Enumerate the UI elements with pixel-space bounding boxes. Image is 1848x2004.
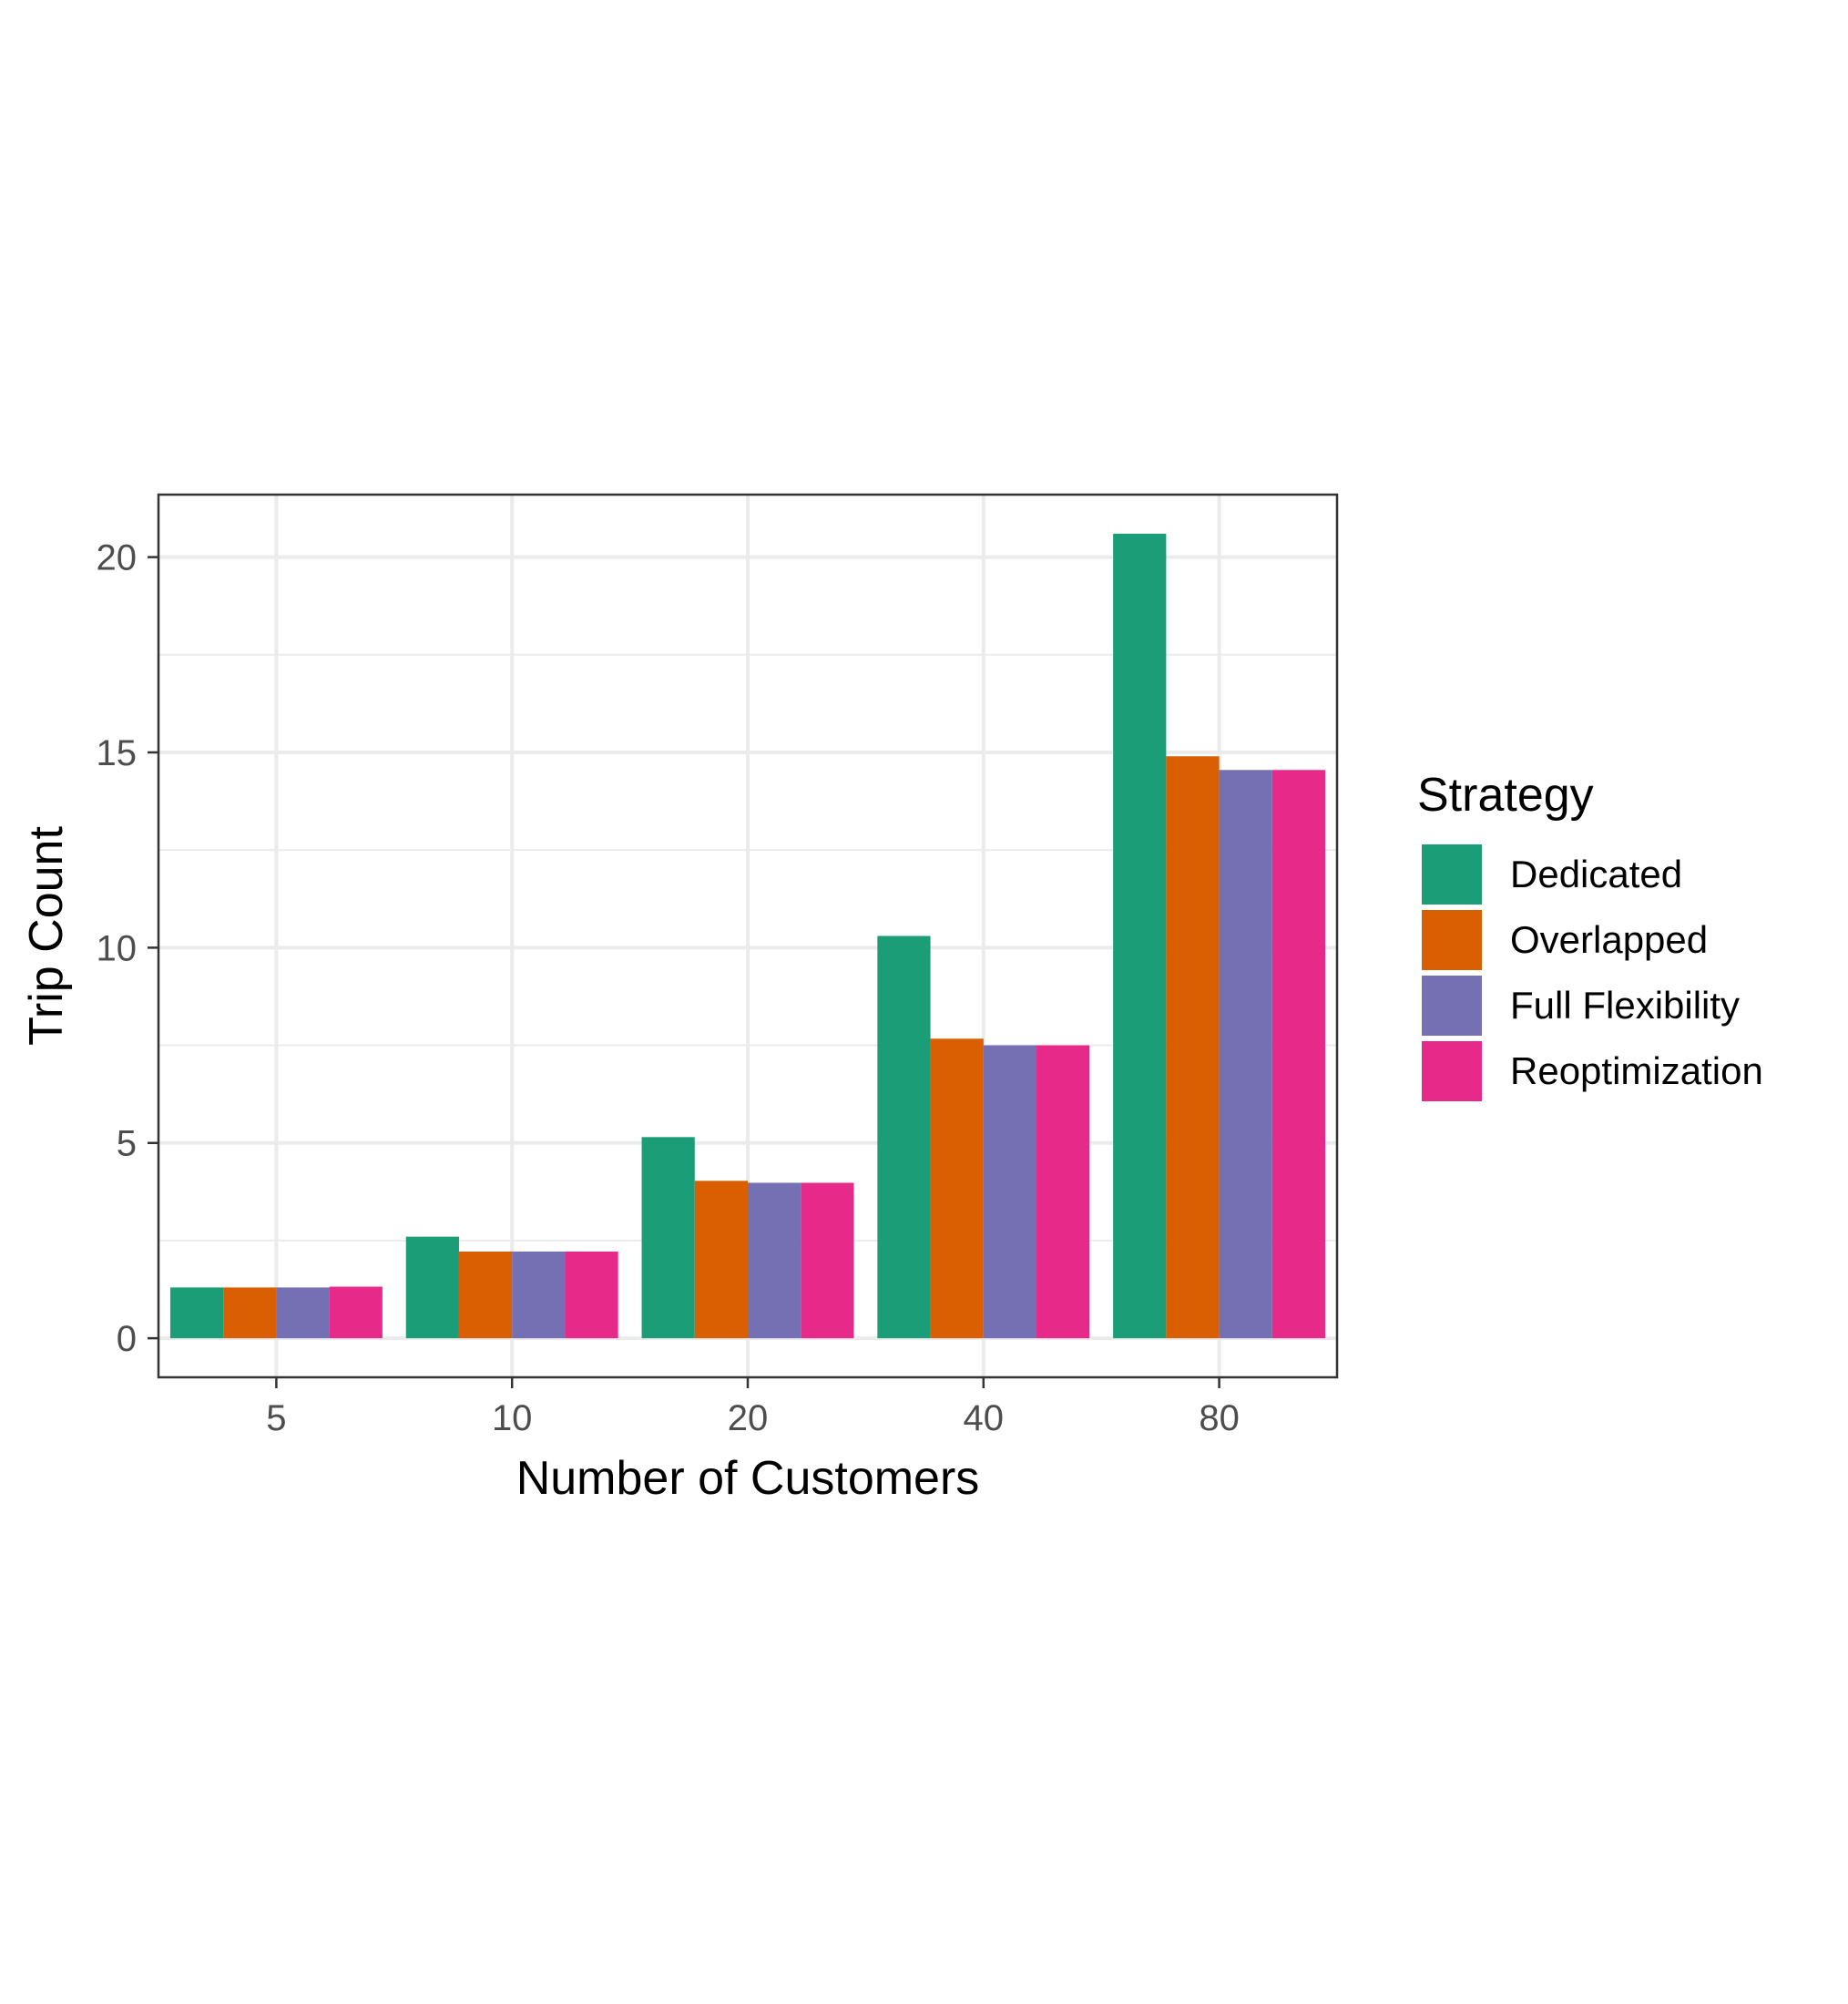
bar-overlapped-10	[458, 1251, 513, 1339]
y-tick-label: 5	[117, 1124, 137, 1164]
x-tick-label: 80	[1199, 1398, 1240, 1438]
legend-items: Dedicated Overlapped Full Flexibility Reopt…	[1422, 844, 1763, 1101]
bar-dedicated-10	[405, 1236, 459, 1339]
bar-reoptimization-40	[1036, 1045, 1090, 1339]
legend-swatch-reoptimization	[1422, 1041, 1482, 1101]
legend-swatch-overlapped	[1422, 910, 1482, 970]
legend-swatch-dedicated	[1422, 844, 1482, 905]
y-tick-label: 10	[97, 928, 138, 968]
bar-dedicated-40	[877, 936, 931, 1339]
x-tick-label: 5	[266, 1398, 286, 1438]
y-axis-title: Trip Count	[20, 826, 73, 1046]
x-tick-label: 10	[492, 1398, 533, 1438]
legend-swatch-full-flexibility	[1422, 976, 1482, 1036]
x-tick-label: 20	[728, 1398, 769, 1438]
bar-overlapped-40	[930, 1038, 984, 1339]
bar-overlapped-80	[1166, 756, 1220, 1339]
bar-overlapped-5	[223, 1287, 277, 1339]
axes: 0 5 10 15 20 5 10 20 40 80	[97, 538, 1240, 1438]
legend-title: Strategy	[1417, 769, 1594, 822]
bar-full-flexibility-20	[748, 1182, 801, 1339]
y-tick-label: 0	[117, 1319, 137, 1359]
legend-label: Overlapped	[1510, 918, 1708, 961]
bar-reoptimization-20	[801, 1182, 854, 1339]
bar-dedicated-80	[1113, 533, 1167, 1339]
bar-reoptimization-5	[329, 1286, 383, 1339]
bar-dedicated-20	[641, 1137, 695, 1339]
bar-full-flexibility-40	[983, 1045, 1037, 1339]
legend-label: Reoptimization	[1510, 1049, 1763, 1092]
bar-overlapped-20	[694, 1181, 748, 1339]
bar-reoptimization-80	[1271, 770, 1326, 1339]
bars	[169, 533, 1326, 1339]
y-tick-label: 20	[97, 538, 138, 578]
bar-full-flexibility-10	[512, 1251, 566, 1339]
bar-dedicated-5	[169, 1287, 224, 1339]
x-axis-title: Number of Customers	[516, 1452, 980, 1505]
legend: Strategy Dedicated Overlapped Full Flexibi…	[1417, 769, 1763, 1101]
bar-reoptimization-10	[565, 1251, 618, 1339]
legend-label: Dedicated	[1510, 853, 1682, 895]
y-tick-label: 15	[97, 733, 138, 773]
x-tick-label: 40	[964, 1398, 1005, 1438]
bar-full-flexibility-80	[1219, 770, 1272, 1339]
legend-label: Full Flexibility	[1510, 984, 1740, 1027]
bar-full-flexibility-5	[276, 1287, 330, 1339]
